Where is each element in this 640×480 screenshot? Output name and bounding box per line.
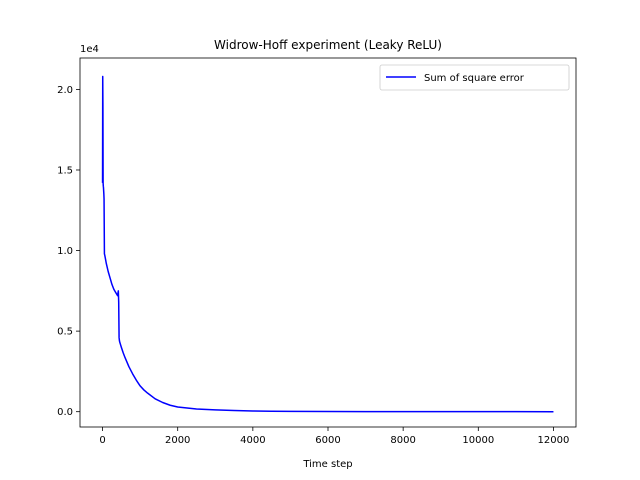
y-tick-label: 1.5	[57, 165, 73, 176]
x-tick-label: 2000	[165, 435, 190, 446]
x-axis-label: Time step	[302, 459, 352, 470]
x-tick-label: 0	[99, 435, 105, 446]
y-axis-offset-label: 1e4	[80, 44, 99, 55]
y-tick-label: 0.0	[57, 407, 73, 418]
y-tick-label: 2.0	[57, 85, 73, 96]
legend: Sum of square error	[379, 64, 570, 91]
legend-label: Sum of square error	[424, 73, 525, 84]
plot-frame	[79, 57, 577, 428]
x-tick-label: 12000	[538, 435, 570, 446]
plot-area	[80, 58, 576, 427]
series-line-sum-of-square-error	[101, 75, 554, 413]
x-axis-ticks: 0 2000 4000 6000 8000 10000 12000	[99, 427, 569, 446]
x-tick-label: 4000	[240, 435, 265, 446]
series-layer	[101, 75, 554, 413]
x-tick-label: 10000	[462, 435, 494, 446]
y-tick-label: 0.5	[57, 327, 73, 338]
legend-box	[379, 64, 570, 91]
chart-title: Widrow-Hoff experiment (Leaky ReLU)	[214, 38, 442, 52]
x-tick-label: 6000	[315, 435, 340, 446]
y-axis-ticks: 0.0 0.5 1.0 1.5 2.0	[57, 85, 80, 418]
y-tick-label: 1.0	[57, 246, 73, 257]
x-tick-label: 8000	[390, 435, 415, 446]
